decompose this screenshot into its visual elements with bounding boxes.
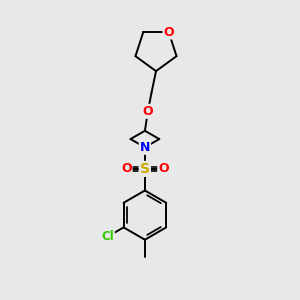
Text: Cl: Cl [101, 230, 114, 243]
Text: O: O [158, 162, 169, 176]
Text: O: O [121, 162, 132, 176]
Text: S: S [140, 162, 150, 176]
Text: O: O [164, 26, 174, 38]
Text: O: O [142, 105, 153, 118]
Text: N: N [140, 141, 150, 154]
